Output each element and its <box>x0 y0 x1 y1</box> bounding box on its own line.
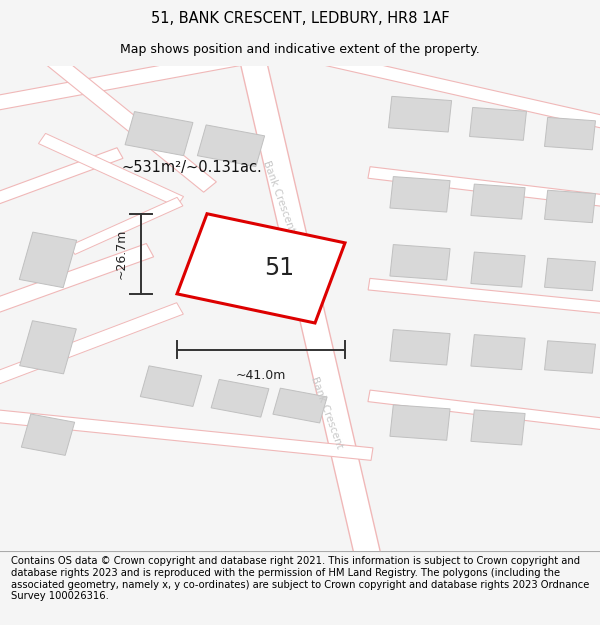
Text: ~26.7m: ~26.7m <box>115 229 128 279</box>
Polygon shape <box>390 329 450 365</box>
Text: 51: 51 <box>264 256 294 281</box>
Polygon shape <box>0 148 123 207</box>
Text: Bank Crescent: Bank Crescent <box>262 159 296 234</box>
Polygon shape <box>545 341 595 373</box>
Polygon shape <box>19 232 77 288</box>
Polygon shape <box>38 133 184 207</box>
Polygon shape <box>545 190 595 222</box>
Polygon shape <box>471 184 525 219</box>
Polygon shape <box>125 112 193 156</box>
Polygon shape <box>368 390 600 431</box>
Polygon shape <box>20 321 76 374</box>
Polygon shape <box>239 54 382 563</box>
Polygon shape <box>545 118 595 150</box>
Polygon shape <box>0 409 373 461</box>
Text: ~41.0m: ~41.0m <box>236 369 286 382</box>
Polygon shape <box>211 379 269 417</box>
Polygon shape <box>390 405 450 440</box>
Text: Contains OS data © Crown copyright and database right 2021. This information is : Contains OS data © Crown copyright and d… <box>11 556 589 601</box>
Polygon shape <box>368 167 600 208</box>
Polygon shape <box>310 50 600 130</box>
Text: Bank Crescent: Bank Crescent <box>310 376 344 450</box>
Polygon shape <box>0 302 184 387</box>
Polygon shape <box>545 258 595 291</box>
Polygon shape <box>470 107 526 141</box>
Text: 51, BANK CRESCENT, LEDBURY, HR8 1AF: 51, BANK CRESCENT, LEDBURY, HR8 1AF <box>151 11 449 26</box>
Polygon shape <box>471 252 525 287</box>
Polygon shape <box>22 414 74 456</box>
Polygon shape <box>0 49 254 112</box>
Polygon shape <box>390 244 450 280</box>
Polygon shape <box>388 96 452 132</box>
Polygon shape <box>41 51 217 192</box>
Polygon shape <box>0 244 154 315</box>
Polygon shape <box>177 214 345 323</box>
Polygon shape <box>69 198 183 254</box>
Polygon shape <box>273 388 327 423</box>
Polygon shape <box>471 410 525 445</box>
Polygon shape <box>140 366 202 406</box>
Polygon shape <box>368 278 600 314</box>
Text: Map shows position and indicative extent of the property.: Map shows position and indicative extent… <box>120 42 480 56</box>
Polygon shape <box>390 177 450 212</box>
Polygon shape <box>471 334 525 369</box>
Polygon shape <box>197 125 265 167</box>
Text: ~531m²/~0.131ac.: ~531m²/~0.131ac. <box>122 160 262 175</box>
